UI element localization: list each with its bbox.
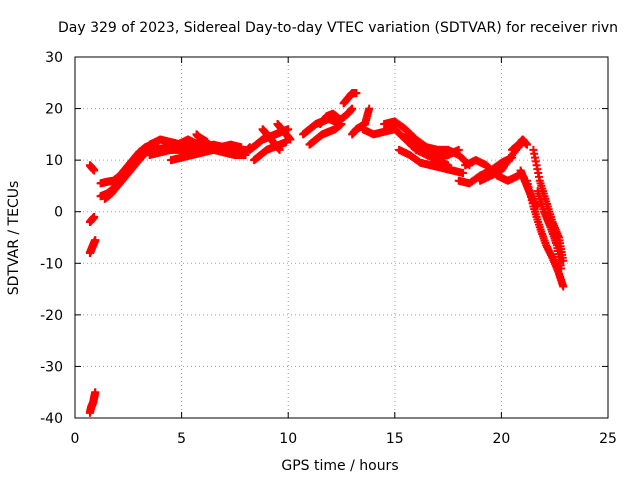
series-arc-early-mid <box>85 236 100 257</box>
series-arc-early-a <box>85 212 99 227</box>
x-axis-label: GPS time / hours <box>281 458 398 474</box>
x-tick-label: 15 <box>386 431 404 447</box>
data-point <box>444 161 453 170</box>
data-point <box>352 89 361 98</box>
data-point <box>348 104 357 113</box>
data-point <box>365 104 374 113</box>
x-tick-label: 25 <box>599 431 617 447</box>
data-point <box>522 140 531 149</box>
series-peak-3 <box>339 89 361 108</box>
data-point <box>559 282 568 291</box>
series-peak-4 <box>316 109 344 129</box>
y-tick-label: -20 <box>40 308 63 324</box>
x-tick-label: 20 <box>492 431 510 447</box>
data-point <box>91 236 100 245</box>
y-tick-label: 20 <box>45 102 63 118</box>
series-peak-2 <box>305 120 346 149</box>
data-point <box>91 388 100 397</box>
series-late-4 <box>508 135 531 154</box>
axis-ticks: 0 5 10 15 20 25 -40 -30 -20 -10 0 10 20 30 <box>40 50 617 447</box>
y-tick-label: 0 <box>54 205 63 221</box>
series-drop-2 <box>529 145 568 265</box>
chart-title: Day 329 of 2023, Sidereal Day-to-day VTE… <box>58 20 618 36</box>
y-tick-label: 30 <box>45 50 63 66</box>
series-plateau-3 <box>152 135 246 154</box>
series-mid-4 <box>273 120 295 144</box>
y-tick-label: -40 <box>40 411 63 427</box>
data-point <box>275 145 284 154</box>
series-descent-2 <box>380 117 474 170</box>
data-point <box>335 114 344 123</box>
data-point <box>557 264 566 273</box>
y-tick-label: 10 <box>45 153 63 169</box>
data-point <box>90 166 99 175</box>
y-tick-label: -10 <box>40 256 63 272</box>
series-drop-3 <box>533 187 566 273</box>
y-axis-label: SDTVAR / TECUs <box>6 181 22 296</box>
x-tick-label: 10 <box>279 431 297 447</box>
data-points <box>85 89 568 417</box>
x-tick-label: 5 <box>177 431 186 447</box>
data-point <box>90 212 99 221</box>
data-point <box>459 169 468 178</box>
grid-lines <box>75 57 608 418</box>
data-point <box>533 202 542 211</box>
series-arc-early-b <box>85 161 99 175</box>
data-point <box>337 120 346 129</box>
series-spike-6h <box>192 130 212 147</box>
series-descent-3 <box>395 145 468 178</box>
plot-area-frame <box>74 56 609 419</box>
series-peak-5 <box>348 104 374 139</box>
y-tick-label: -30 <box>40 359 63 375</box>
series-mid-3 <box>258 125 284 154</box>
series-arc-early-low <box>85 388 100 417</box>
series-descent-4 <box>401 130 453 170</box>
x-tick-label: 0 <box>71 431 80 447</box>
data-point <box>286 135 295 144</box>
series-plateau-4 <box>166 143 254 165</box>
series-drop-4 <box>516 166 542 211</box>
data-point <box>203 138 212 147</box>
